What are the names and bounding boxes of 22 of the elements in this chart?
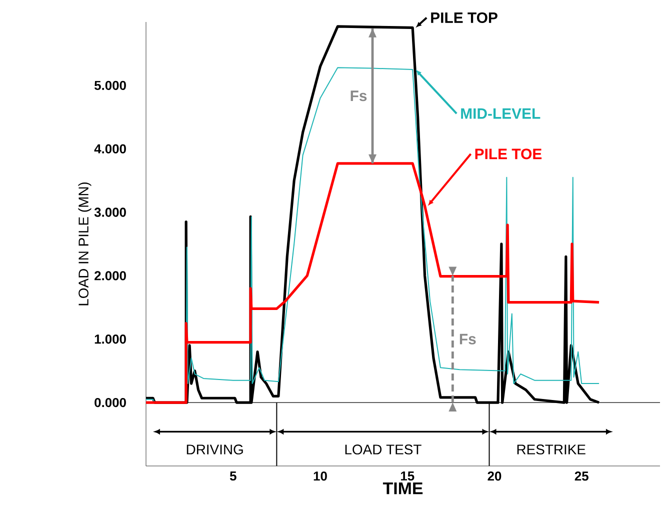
y-axis-title: LOAD IN PILE (MN) [78,182,92,306]
annotation: Fs [350,90,367,102]
annotation: LOAD TEST [345,444,422,454]
x-axis-title: TIME [382,482,423,494]
x-tick-label: 25 [574,472,588,481]
annotation: Fs [460,334,476,344]
x-tick-label: 10 [314,472,327,481]
y-tick-label: 3.000 [94,208,126,217]
y-tick-label: 4.000 [94,144,126,154]
x-tick-label: 20 [488,472,502,481]
line-series [144,162,600,404]
text: MID-LEVEL [461,108,540,119]
text: PILE TOE [475,148,542,160]
y-tick-label: 5.000 [94,80,126,90]
x-tick-label: 15 [400,472,414,481]
y-tick-label: 2.000 [94,271,126,280]
annotation: DRIVING [186,444,243,454]
annotation: RESTRIKE [517,444,586,454]
legend-label: PILE TOP [431,12,498,23]
x-tick-label: 5 [230,472,236,481]
y-tick-label: 1.000 [94,334,126,344]
y-tick-label: 0.000 [94,398,126,408]
